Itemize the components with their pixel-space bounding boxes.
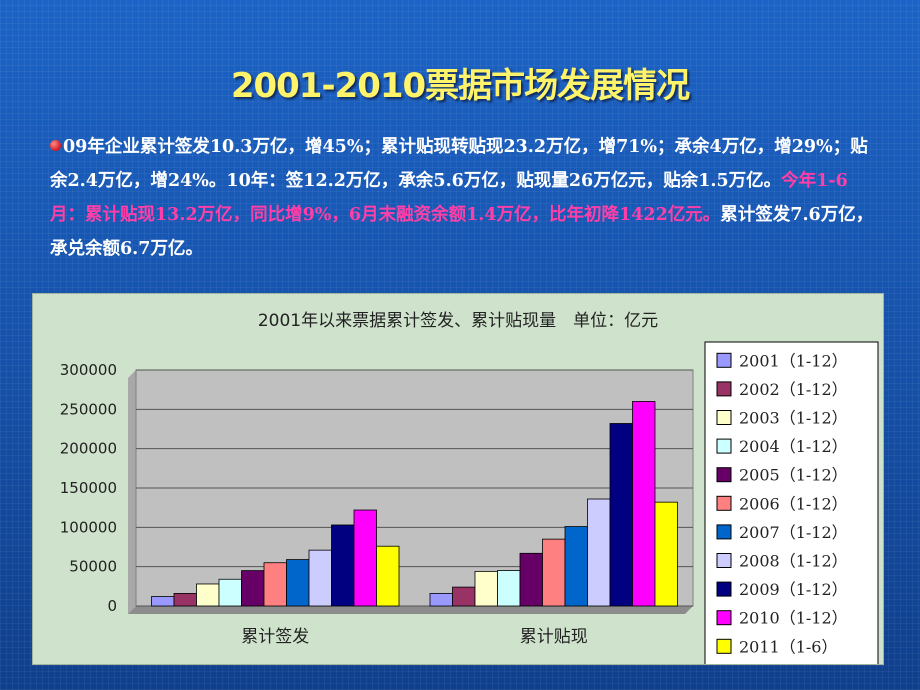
y-tick-label: 250000 bbox=[60, 400, 117, 418]
bar bbox=[497, 570, 521, 607]
bar-chart: 2001年以来票据累计签发、累计贴现量 单位：亿元 0 50000 100000 150… bbox=[60, 311, 879, 664]
x-category-label: 累计签发 bbox=[241, 627, 309, 647]
legend-label: 2006（1-12） bbox=[739, 494, 848, 513]
bar bbox=[564, 526, 588, 607]
slide-title: 2001-2010票据市场发展情况 bbox=[230, 66, 690, 106]
legend-label: 2003（1-12） bbox=[739, 409, 848, 428]
x-category-label: 累计贴现 bbox=[520, 627, 588, 647]
bar bbox=[308, 549, 332, 607]
legend-swatch bbox=[716, 638, 732, 654]
legend-label: 2011（1-6） bbox=[739, 637, 838, 656]
legend-label: 2008（1-12） bbox=[739, 552, 848, 571]
bar bbox=[519, 552, 543, 607]
bar bbox=[196, 583, 220, 607]
bar bbox=[173, 593, 197, 607]
bar bbox=[429, 593, 453, 607]
legend-label: 2005（1-12） bbox=[739, 466, 848, 485]
legend-swatch bbox=[716, 581, 732, 597]
bar bbox=[286, 559, 310, 607]
bar bbox=[151, 596, 175, 607]
legend-swatch bbox=[716, 381, 732, 397]
legend-swatch bbox=[716, 553, 732, 568]
bar bbox=[587, 498, 611, 607]
legend-swatch bbox=[716, 495, 732, 511]
legend-swatch bbox=[716, 524, 732, 540]
bar bbox=[263, 562, 287, 607]
legend-label: 2001（1-12） bbox=[739, 351, 848, 370]
y-tick-label: 0 bbox=[107, 597, 117, 615]
chart-panel: 2001年以来票据累计签发、累计贴现量 单位：亿元 0 50000 100000 150… bbox=[32, 293, 884, 665]
y-tick-label: 200000 bbox=[60, 440, 117, 458]
summary-highlight: 今年1-6月：累计贴现13.2万亿，同比增9%，6月末融资余额1.4万亿，比年初… bbox=[50, 171, 848, 225]
legend-swatch bbox=[716, 352, 732, 368]
summary-text: 09年企业累计签发10.3万亿，增45%；累计贴现转贴现23.2万亿，增71%；… bbox=[50, 137, 868, 191]
chart-title: 2001年以来票据累计签发、累计贴现量 单位：亿元 bbox=[258, 311, 658, 331]
legend-label: 2007（1-12） bbox=[739, 523, 848, 542]
bar bbox=[474, 570, 498, 607]
legend-label: 2009（1-12） bbox=[739, 580, 848, 599]
legend-swatch bbox=[716, 438, 732, 454]
legend-label: 2002（1-12） bbox=[739, 380, 848, 399]
legend-swatch bbox=[716, 410, 732, 425]
bar bbox=[452, 586, 476, 607]
plot-side-wall bbox=[128, 370, 136, 614]
legend-label: 2010（1-12） bbox=[739, 609, 848, 628]
bar bbox=[353, 509, 377, 607]
legend-label: 2004（1-12） bbox=[739, 437, 848, 456]
legend-swatch bbox=[716, 467, 732, 483]
legend-swatch bbox=[716, 610, 732, 626]
summary-text-end: 累计签发7.6万亿，承兑余额6.7万亿。 bbox=[50, 205, 874, 259]
summary-paragraph: 09年企业累计签发10.3万亿，增45%；累计贴现转贴现23.2万亿，增71%；… bbox=[50, 130, 880, 266]
y-tick-label: 50000 bbox=[69, 558, 117, 576]
bullet-icon bbox=[50, 140, 61, 151]
bar bbox=[241, 570, 265, 607]
bar bbox=[218, 578, 242, 607]
plot-floor bbox=[128, 606, 693, 614]
bar bbox=[654, 501, 678, 607]
bar bbox=[609, 423, 633, 607]
bar bbox=[331, 524, 355, 607]
y-tick-label: 300000 bbox=[60, 361, 117, 379]
bar bbox=[632, 401, 656, 607]
y-tick-label: 150000 bbox=[60, 479, 117, 497]
bar bbox=[542, 538, 566, 607]
legend-box bbox=[704, 341, 879, 664]
y-tick-label: 100000 bbox=[60, 518, 117, 536]
bar bbox=[376, 545, 400, 607]
